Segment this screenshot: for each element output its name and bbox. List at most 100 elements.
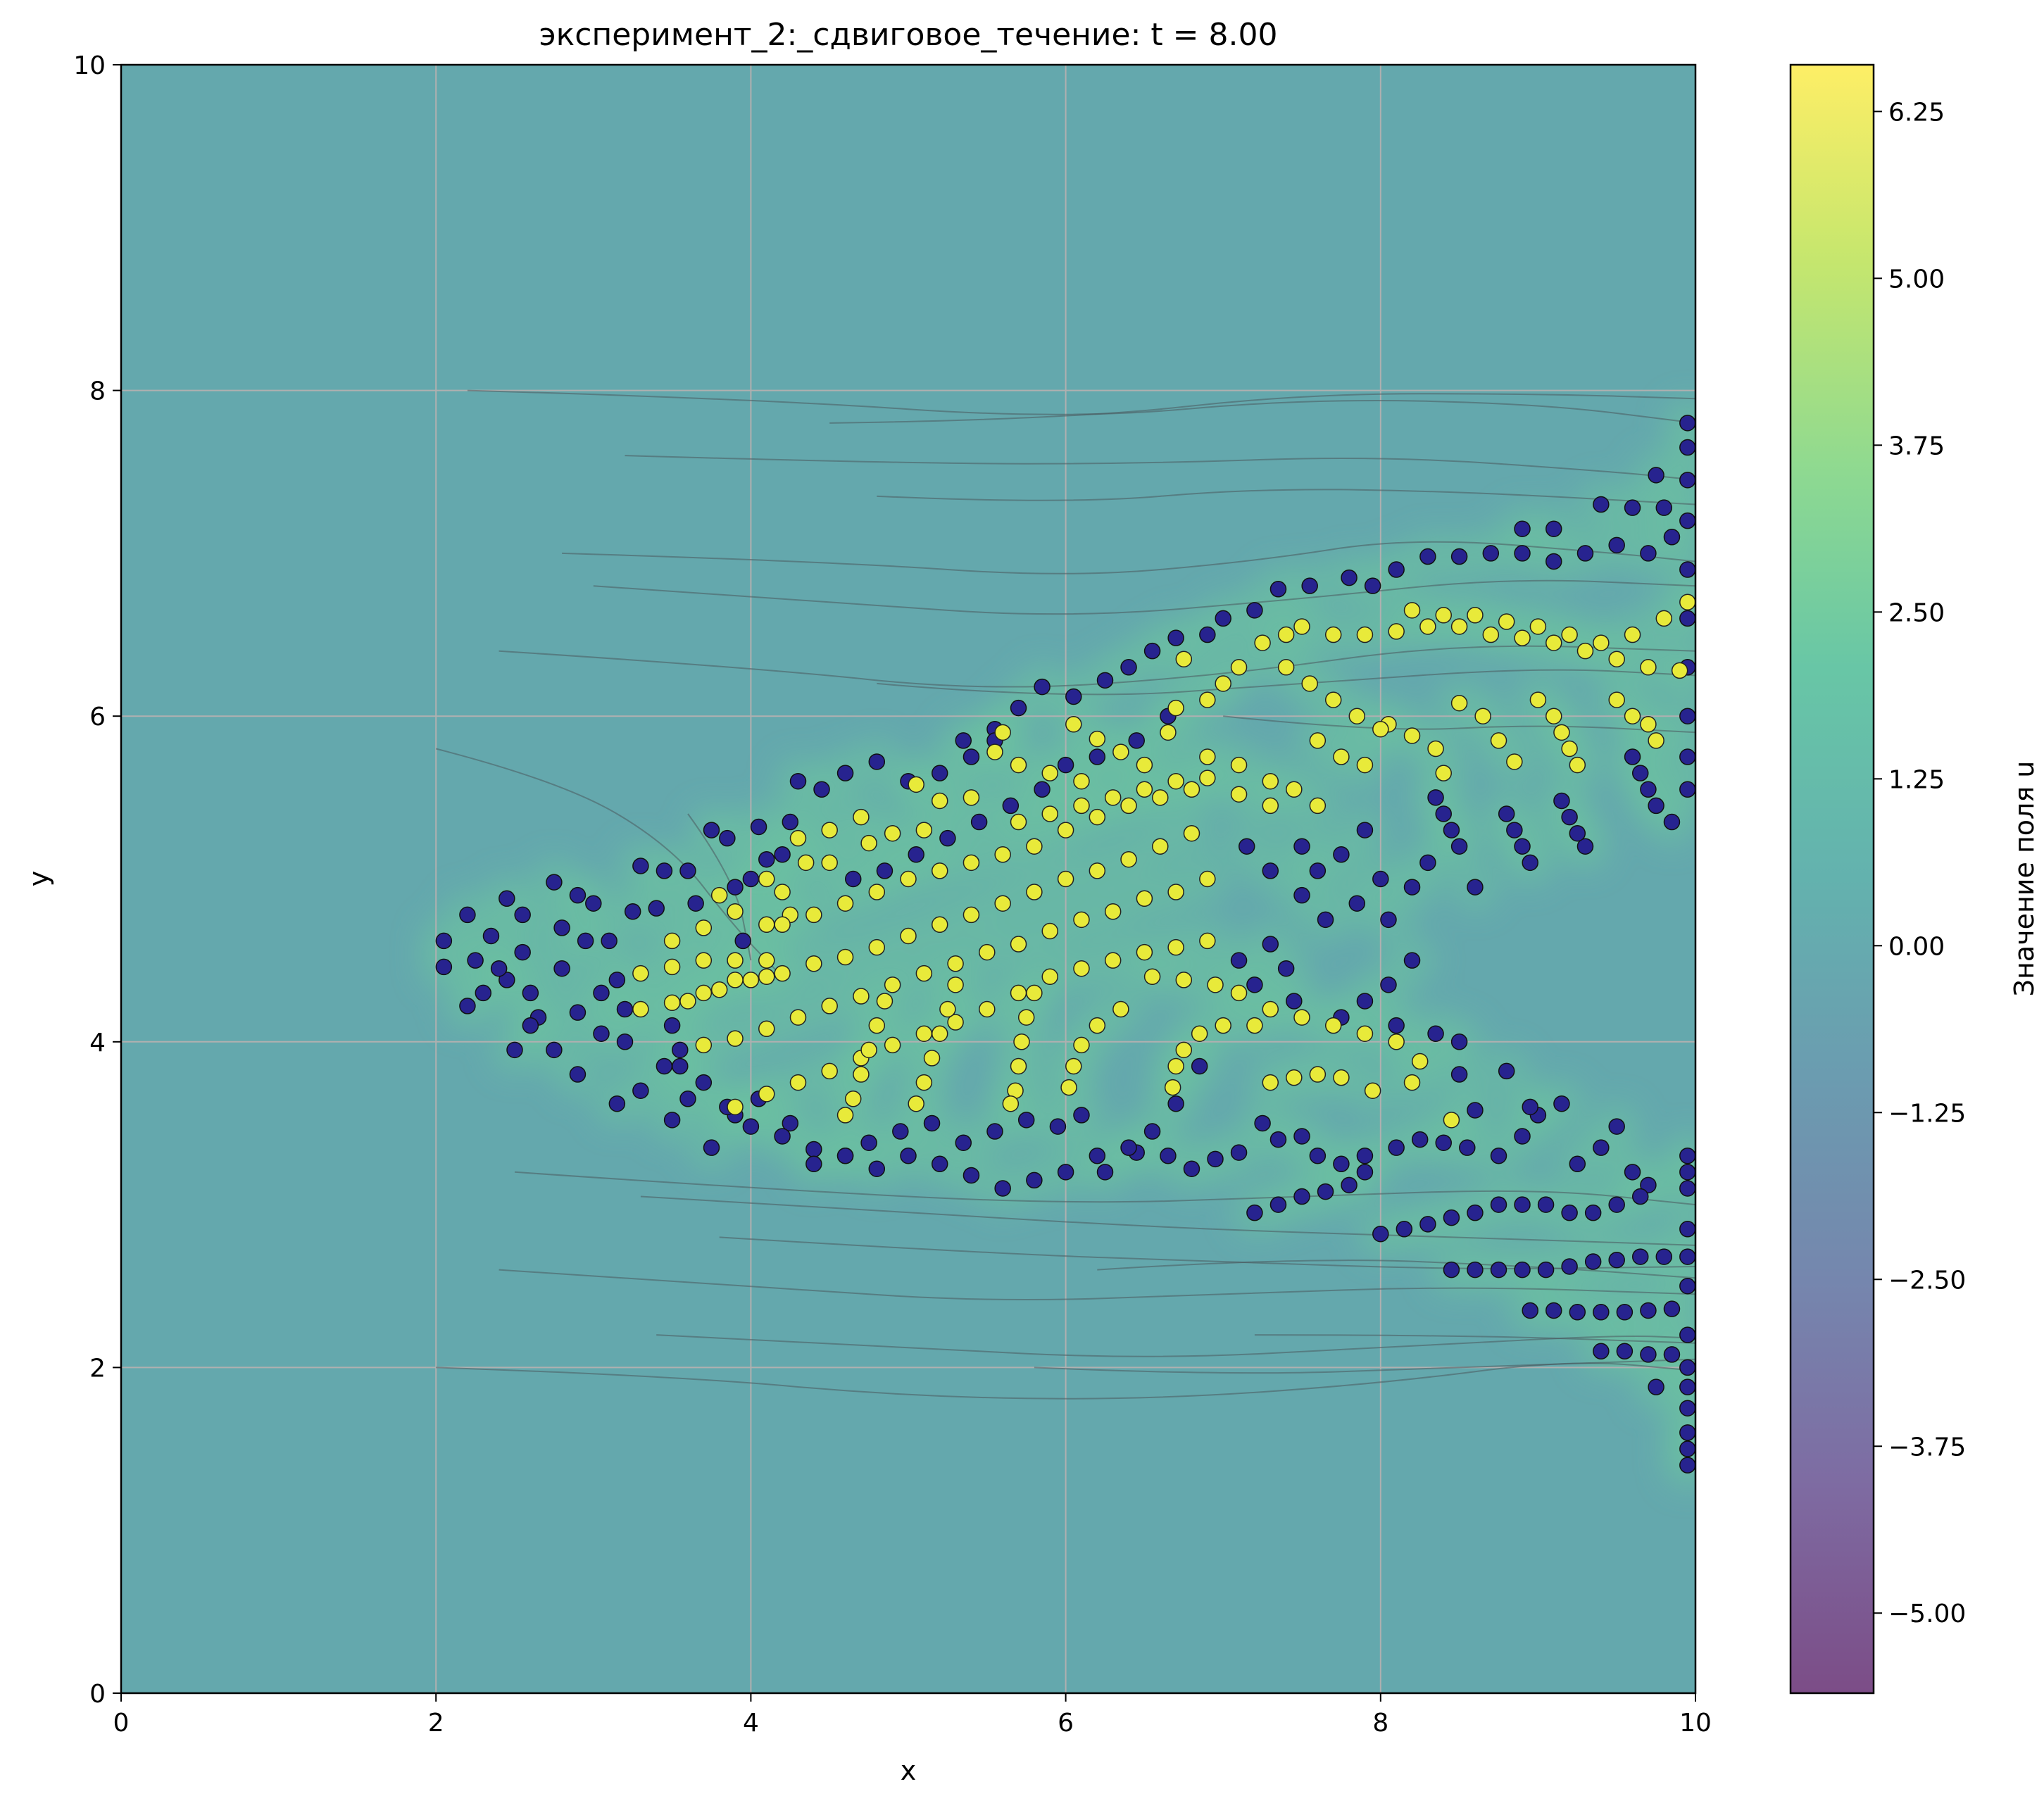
y-tick-label: 10 <box>73 51 106 80</box>
negative-particle <box>1277 960 1295 977</box>
negative-particle <box>955 1134 972 1151</box>
positive-particle <box>1474 708 1491 724</box>
streamline <box>435 748 783 977</box>
positive-particle <box>963 789 980 806</box>
negative-particle <box>1514 1196 1531 1213</box>
negative-particle <box>1631 1248 1649 1265</box>
negative-particle <box>656 1057 673 1075</box>
negative-particle <box>1679 1359 1695 1376</box>
plot-area <box>121 65 1695 1693</box>
negative-particle <box>955 732 972 749</box>
positive-particle <box>1640 659 1657 676</box>
negative-particle <box>1608 536 1625 554</box>
negative-particle <box>860 1134 877 1151</box>
negative-particle <box>750 818 767 836</box>
negative-particle <box>1679 708 1695 724</box>
positive-particle <box>1309 732 1327 749</box>
negative-particle <box>1553 1095 1570 1112</box>
positive-particle <box>1167 1057 1184 1075</box>
negative-particle <box>970 813 988 831</box>
negative-particle <box>1569 1155 1586 1173</box>
negative-particle <box>1490 1261 1507 1279</box>
negative-particle <box>1207 1150 1224 1168</box>
negative-particle <box>1309 862 1327 879</box>
streamline <box>877 669 1695 696</box>
negative-particle <box>1608 1251 1625 1269</box>
positive-particle <box>1152 838 1169 855</box>
negative-particle <box>1017 1112 1035 1129</box>
negative-particle <box>663 1112 681 1129</box>
positive-particle <box>1671 662 1688 679</box>
negative-particle <box>1640 545 1657 562</box>
positive-particle <box>1262 797 1279 815</box>
positive-particle <box>805 955 822 972</box>
positive-particle <box>1104 952 1122 969</box>
positive-particle <box>1569 756 1586 774</box>
positive-particle <box>923 1050 941 1067</box>
negative-particle <box>1561 1204 1578 1221</box>
negative-particle <box>1450 1066 1468 1083</box>
negative-particle <box>663 1017 681 1034</box>
negative-particle <box>1301 577 1318 594</box>
negative-particle <box>1679 1221 1695 1238</box>
streamline <box>640 1195 1695 1246</box>
negative-particle <box>782 1114 799 1132</box>
positive-particle <box>695 984 713 1002</box>
positive-particle <box>1026 984 1043 1002</box>
x-axis-ticks: 0 2 4 6 8 10 <box>113 1693 1712 1738</box>
positive-particle <box>868 938 886 956</box>
negative-particle <box>719 829 736 847</box>
negative-particle <box>1120 659 1137 676</box>
negative-particle <box>695 1074 713 1091</box>
negative-particle <box>1640 1346 1657 1363</box>
negative-particle <box>499 972 515 988</box>
positive-particle <box>1183 781 1200 798</box>
positive-particle <box>774 965 791 982</box>
negative-particle <box>836 1147 854 1164</box>
negative-particle <box>1254 1114 1271 1132</box>
colorbar-tick-label: 6.25 <box>1888 98 1945 127</box>
negative-particle <box>569 1004 587 1021</box>
positive-particle <box>1356 1025 1374 1042</box>
positive-particle <box>1065 1057 1082 1075</box>
positive-particle <box>774 916 791 934</box>
positive-particle <box>1199 870 1216 888</box>
positive-particle <box>900 870 917 888</box>
negative-particle <box>1584 1204 1602 1221</box>
positive-particle <box>1388 1034 1405 1050</box>
negative-particle <box>672 1041 689 1059</box>
x-tick-label: 0 <box>113 1709 130 1738</box>
positive-particle <box>1199 769 1216 786</box>
positive-particle <box>868 884 886 900</box>
streamline <box>593 579 1695 615</box>
positive-particle <box>1089 808 1106 826</box>
negative-particle <box>734 932 751 950</box>
positive-particle <box>727 1030 744 1047</box>
positive-particle <box>947 976 964 993</box>
negative-particle <box>1655 1248 1673 1265</box>
positive-particle <box>1112 743 1129 760</box>
negative-particle <box>553 919 570 936</box>
positive-particle <box>1175 1041 1193 1059</box>
negative-particle <box>742 1118 760 1135</box>
positive-particle <box>1372 720 1389 738</box>
negative-particle <box>1679 561 1695 578</box>
negative-particle <box>1419 1216 1436 1233</box>
negative-particle <box>1679 472 1695 489</box>
streamline <box>877 489 1695 505</box>
positive-particle <box>884 976 901 993</box>
colorbar-tick-label: 0.00 <box>1888 932 1945 961</box>
negative-particle <box>782 813 799 831</box>
positive-particle <box>758 1086 775 1102</box>
positive-particle <box>1435 765 1452 781</box>
positive-particle <box>1356 756 1374 774</box>
negative-particle <box>1246 1204 1263 1221</box>
positive-particle <box>860 834 877 852</box>
negative-particle <box>1467 1102 1484 1119</box>
negative-particle <box>1411 1131 1429 1148</box>
colorbar-gradient <box>1791 65 1874 1693</box>
positive-particle <box>1041 765 1058 781</box>
positive-particle <box>1655 610 1673 627</box>
positive-particle <box>727 1098 744 1116</box>
negative-particle <box>593 984 610 1002</box>
